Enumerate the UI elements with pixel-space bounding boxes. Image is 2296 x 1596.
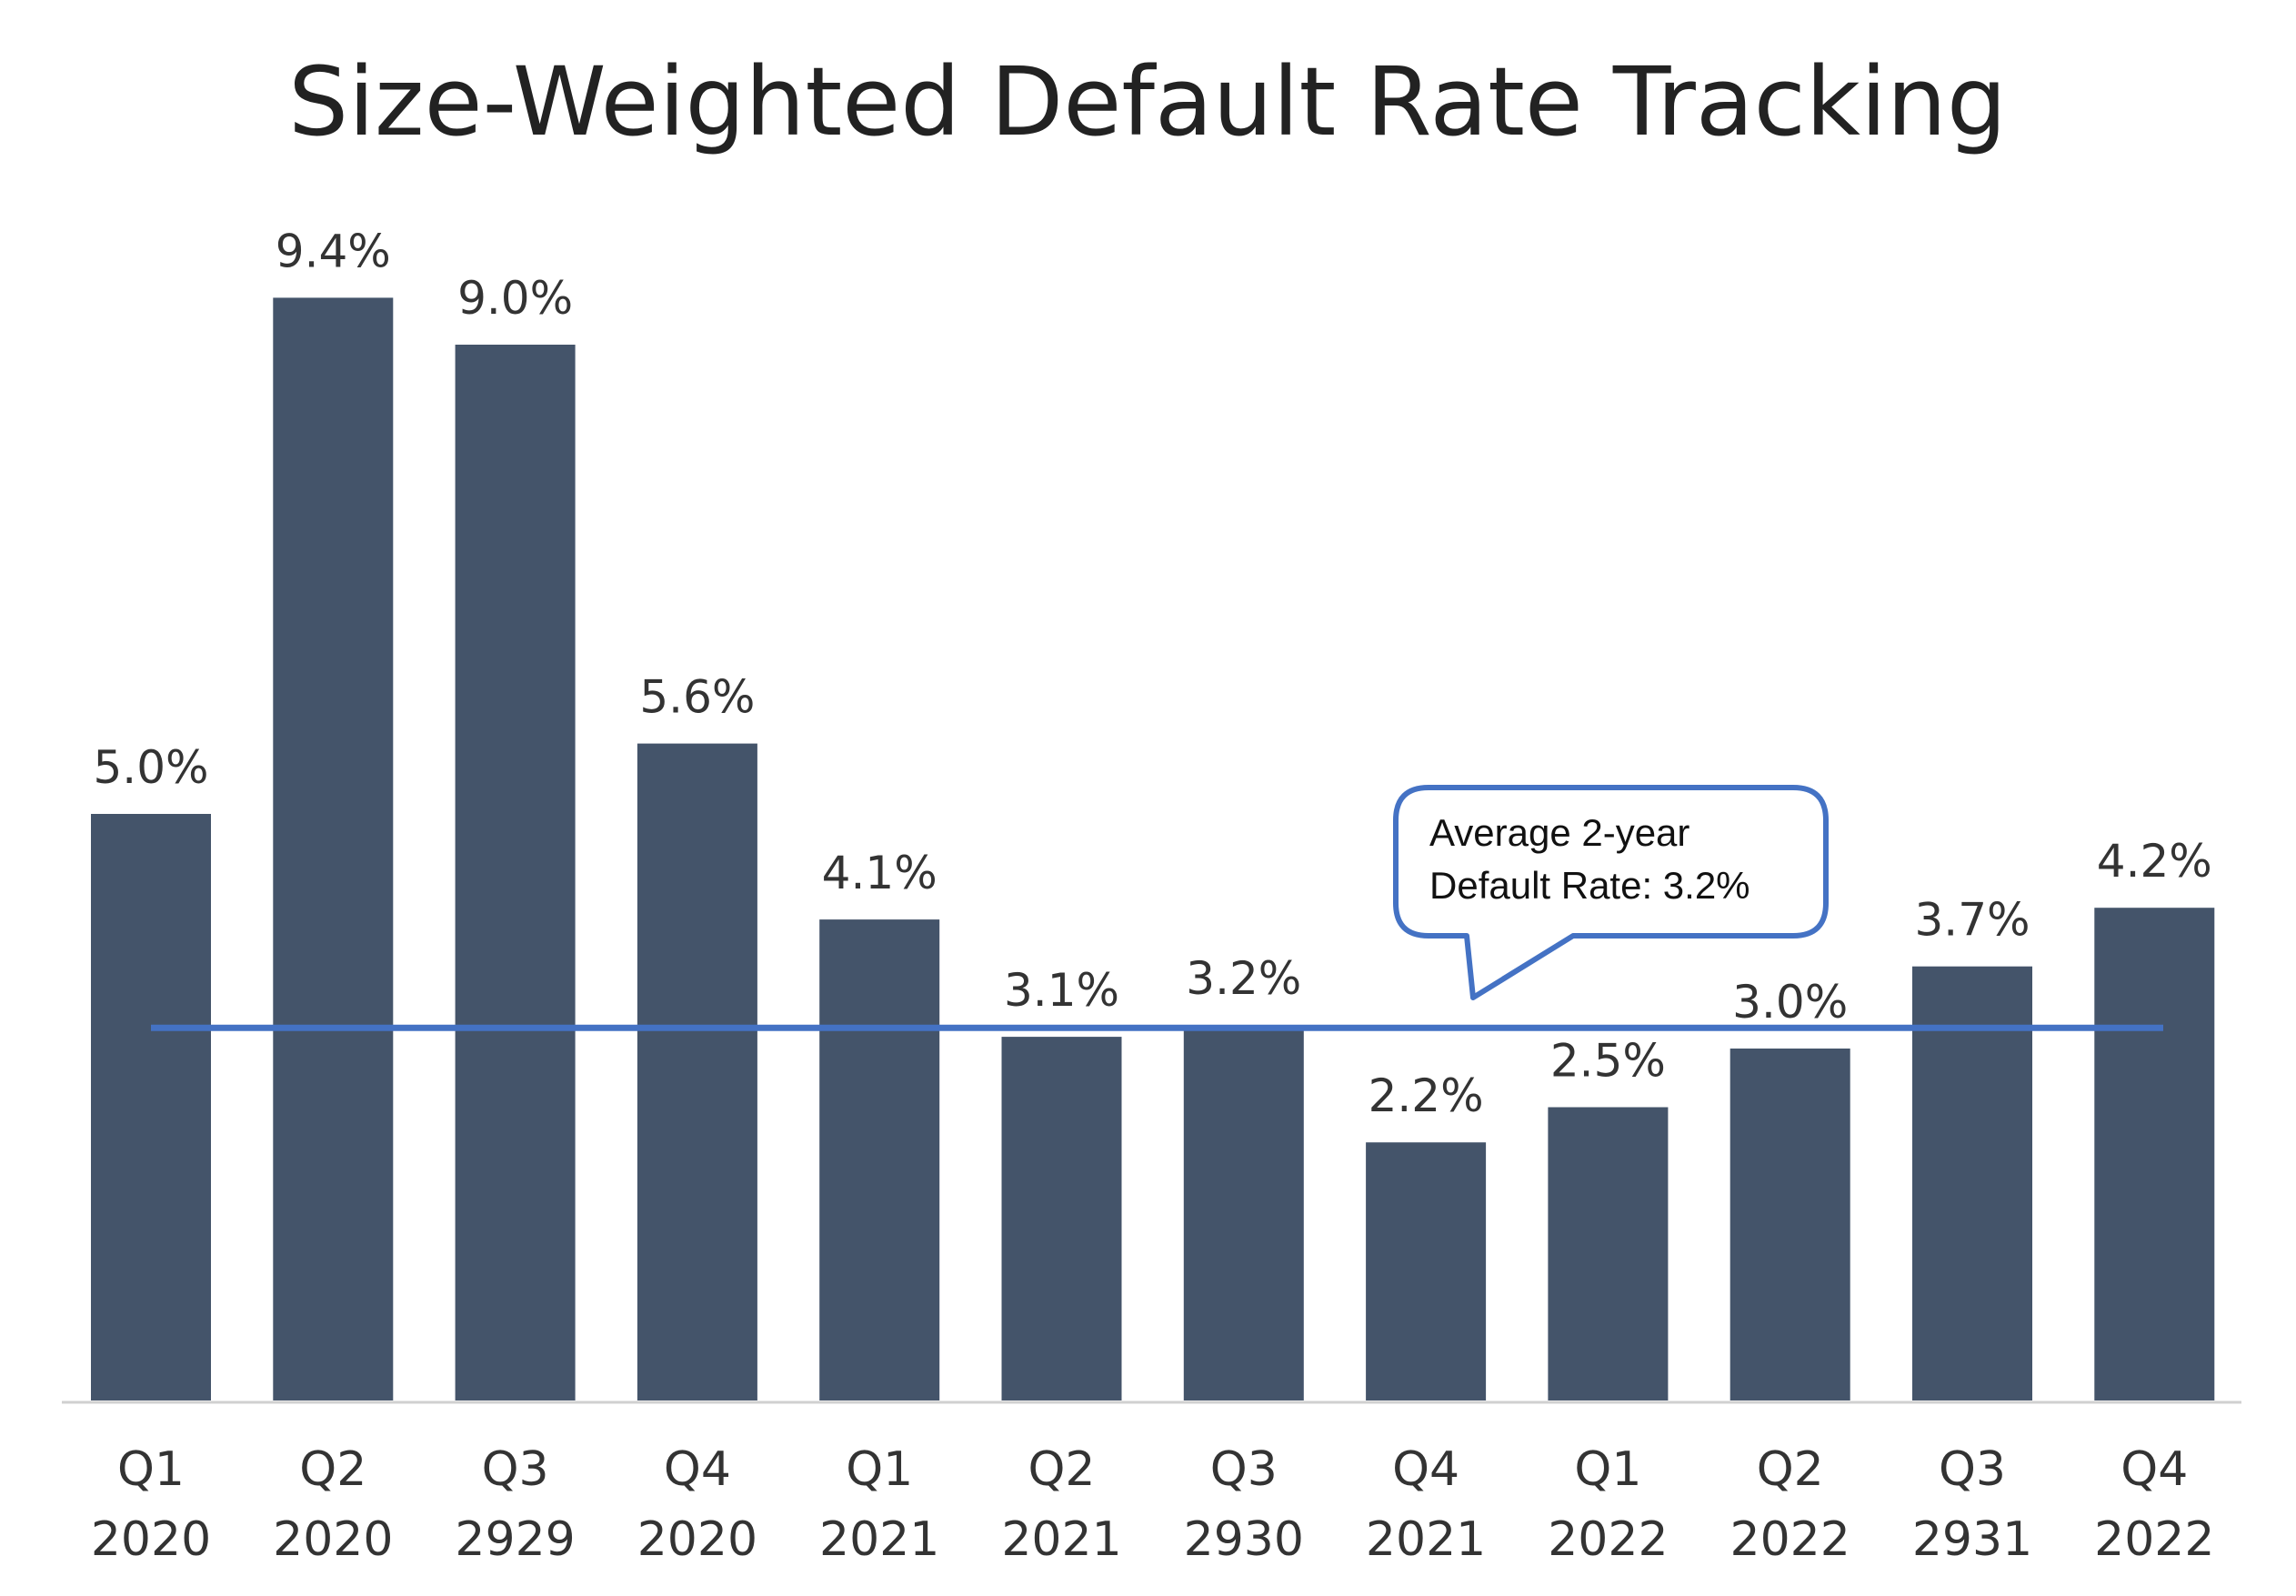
x-tick-label-2-line-1: Q2 [299, 1442, 366, 1497]
value-label-7: 3.2% [1186, 952, 1301, 1005]
bar-8 [1366, 1142, 1487, 1400]
x-tick-label-12-line-2: 2022 [2094, 1512, 2214, 1567]
x-tick-label-3-line-2: 2929 [455, 1512, 575, 1567]
bar-1 [91, 814, 211, 1400]
chart-title: Size-Weighted Default Rate Tracking [288, 46, 2007, 157]
value-label-10: 3.0% [1732, 976, 1848, 1029]
bar-6 [1001, 1037, 1122, 1400]
callout-bubble [1393, 785, 1829, 1000]
callout-text-line-1: Average 2-year [1429, 811, 1689, 854]
x-tick-label-10-line-2: 2022 [1730, 1512, 1850, 1567]
value-label-5: 4.1% [822, 847, 937, 899]
value-label-12: 4.2% [2097, 835, 2212, 888]
x-tick-label-11-line-2: 2931 [1912, 1512, 2032, 1567]
value-label-1: 5.0% [93, 741, 208, 794]
x-tick-label-5-line-1: Q1 [846, 1442, 913, 1497]
x-tick-label-1-line-1: Q1 [117, 1442, 185, 1497]
x-tick-label-3-line-1: Q3 [482, 1442, 549, 1497]
x-tick-label-6-line-1: Q2 [1028, 1442, 1095, 1497]
bar-11 [1912, 966, 2032, 1400]
value-labels: 5.0% 9.4% 9.0% 5.6% 4.1% 3.1% 3.2% 2.2% 2.5% 3.0%… [93, 225, 2211, 1122]
value-label-9: 2.5% [1550, 1035, 1666, 1088]
bars [91, 297, 2215, 1400]
x-tick-label-7-line-1: Q3 [1210, 1442, 1278, 1497]
x-tick-label-1-line-2: 2020 [91, 1512, 211, 1567]
bar-3 [455, 345, 576, 1400]
value-label-8: 2.2% [1369, 1069, 1484, 1122]
x-tick-label-4-line-2: 2020 [637, 1512, 757, 1567]
x-tick-label-9-line-2: 2022 [1548, 1512, 1668, 1567]
bar-9 [1548, 1107, 1669, 1400]
value-label-2: 9.4% [276, 225, 391, 277]
x-tick-label-4-line-1: Q4 [664, 1442, 731, 1497]
value-label-6: 3.1% [1004, 964, 1119, 1017]
value-label-11: 3.7% [1914, 894, 2030, 947]
x-tick-label-11-line-1: Q3 [1939, 1442, 2006, 1497]
x-tick-label-6-line-2: 2021 [1001, 1512, 1121, 1567]
bar-2 [273, 297, 394, 1400]
x-tick-label-7-line-2: 2930 [1184, 1512, 1304, 1567]
x-axis-tick-labels: Q1 2020 Q2 2020 Q3 2929 Q4 2020 Q1 2021 Q2 2021 Q3 29… [91, 1442, 2215, 1567]
callout-text-line-2: Default Rate: 3.2% [1429, 864, 1750, 907]
average-callout: Average 2-year Default Rate: 3.2% [1393, 785, 1829, 1000]
bar-12 [2094, 908, 2215, 1400]
bar-5 [819, 919, 940, 1400]
bar-7 [1183, 1025, 1304, 1400]
x-tick-label-8-line-2: 2021 [1366, 1512, 1486, 1567]
x-tick-label-9-line-1: Q1 [1574, 1442, 1641, 1497]
x-tick-label-2-line-2: 2020 [273, 1512, 393, 1567]
x-tick-label-5-line-2: 2021 [819, 1512, 939, 1567]
bar-10 [1730, 1049, 1850, 1400]
value-label-3: 9.0% [457, 272, 573, 325]
value-label-4: 5.6% [639, 671, 755, 724]
x-tick-label-8-line-1: Q4 [1392, 1442, 1459, 1497]
bar-4 [637, 743, 757, 1400]
x-tick-label-10-line-1: Q2 [1757, 1442, 1824, 1497]
x-tick-label-12-line-1: Q4 [2121, 1442, 2188, 1497]
